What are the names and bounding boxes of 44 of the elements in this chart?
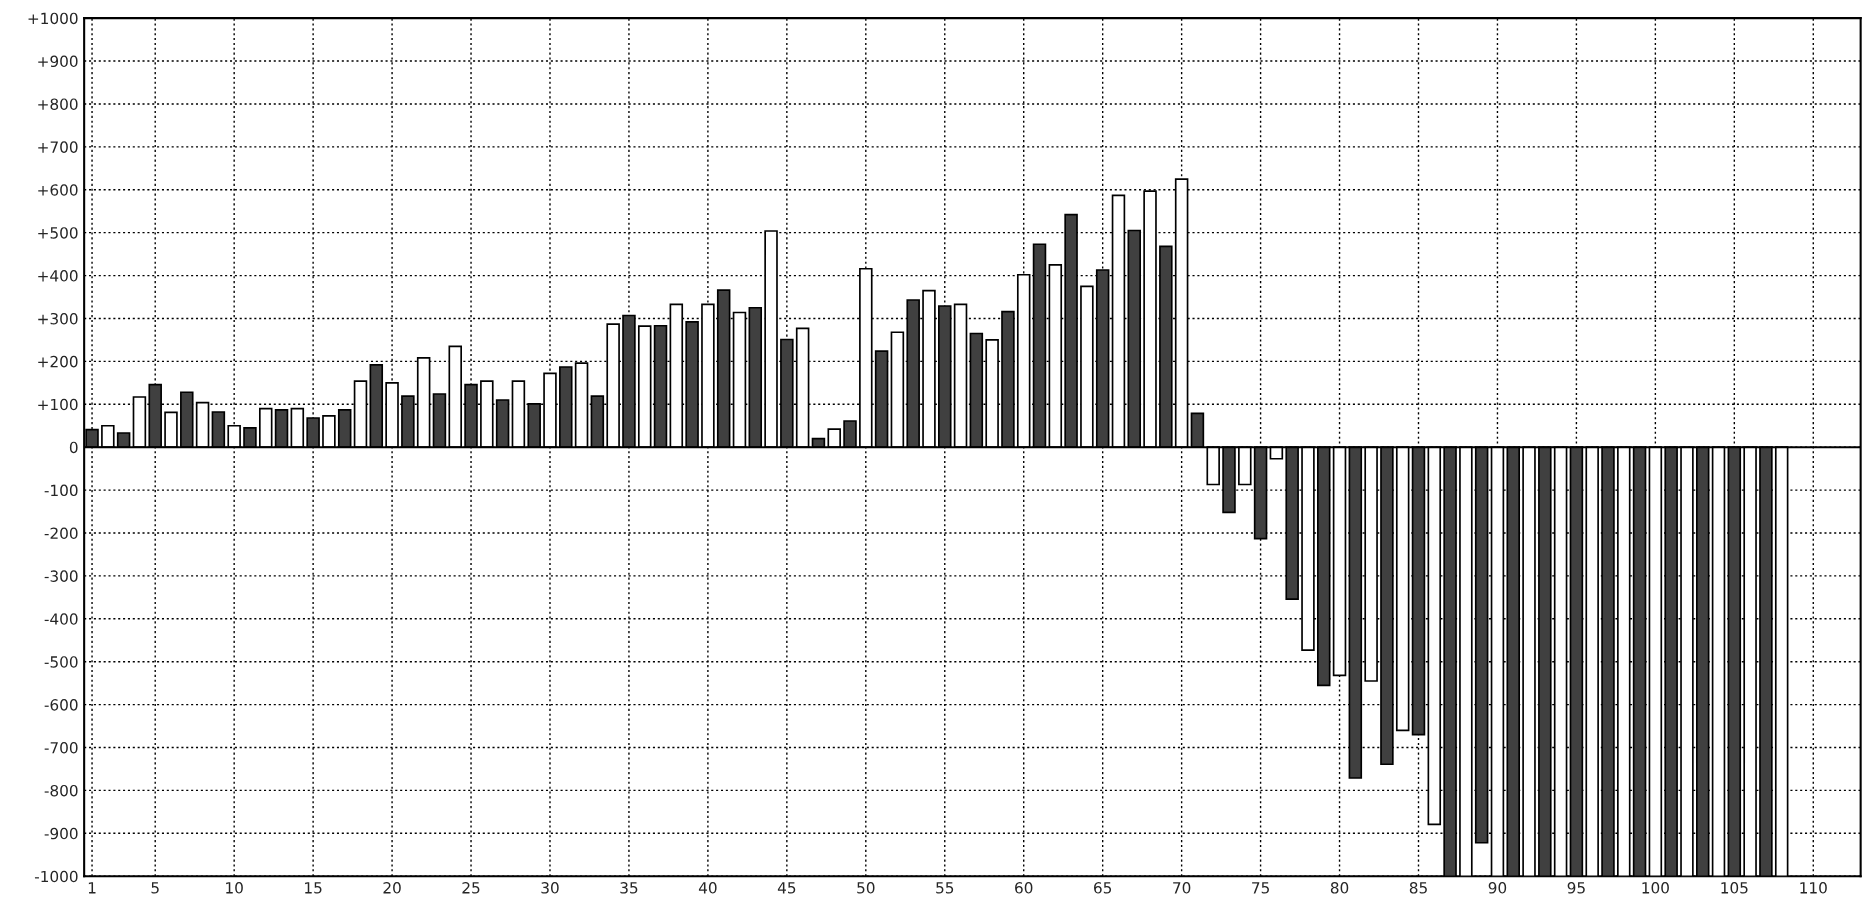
x-tick-label: 25	[462, 882, 480, 894]
x-tick-label: 40	[698, 882, 717, 894]
x-tick-label: 105	[1721, 882, 1748, 894]
y-tick-label: +700	[38, 141, 78, 153]
x-tick-label: 100	[1642, 882, 1669, 894]
y-tick-label: -300	[44, 570, 78, 582]
x-tick-label: 60	[1015, 882, 1033, 894]
x-tick-label: 15	[305, 882, 322, 894]
y-tick-label: 0	[69, 441, 78, 454]
x-tick-label: 85	[1409, 882, 1427, 894]
y-tick-label: +800	[38, 98, 78, 110]
y-tick-label: -500	[44, 656, 78, 668]
y-tick-label: -700	[44, 741, 78, 754]
x-tick-label: 55	[936, 882, 954, 894]
y-tick-label: +100	[38, 398, 78, 411]
x-tick-label: 10	[226, 882, 243, 894]
x-tick-label: 110	[1800, 882, 1827, 894]
y-tick-label: +600	[38, 184, 78, 196]
x-tick-label: 90	[1488, 882, 1507, 894]
y-tick-label: +200	[38, 355, 78, 368]
y-tick-label: +400	[38, 270, 78, 282]
y-tick-label: -400	[44, 613, 78, 625]
y-tick-label: +900	[38, 55, 78, 68]
x-tick-label: 70	[1173, 882, 1191, 894]
y-tick-label: -600	[44, 699, 78, 711]
y-tick-label: -100	[44, 484, 78, 497]
x-tick-label: 45	[777, 882, 796, 894]
x-tick-label: 80	[1330, 882, 1349, 894]
x-tick-label: 30	[541, 882, 559, 894]
x-tick-label: 75	[1252, 882, 1269, 894]
y-tick-label: +300	[38, 312, 78, 325]
y-tick-label: -800	[44, 784, 78, 797]
x-tick-label: 95	[1567, 882, 1585, 894]
y-tick-label: -200	[44, 527, 78, 540]
x-tick-label: 20	[383, 882, 401, 894]
x-tick-label: 35	[620, 882, 638, 894]
y-tick-label: -1000	[34, 870, 78, 883]
y-tick-label: +500	[38, 227, 78, 239]
y-tick-label: +1000	[28, 12, 78, 25]
x-tick-label: 65	[1094, 882, 1112, 894]
x-tick-label: 1	[88, 882, 96, 894]
y-tick-label: -900	[44, 827, 78, 840]
x-tick-label: 50	[857, 882, 875, 894]
x-tick-label: 5	[151, 882, 159, 894]
